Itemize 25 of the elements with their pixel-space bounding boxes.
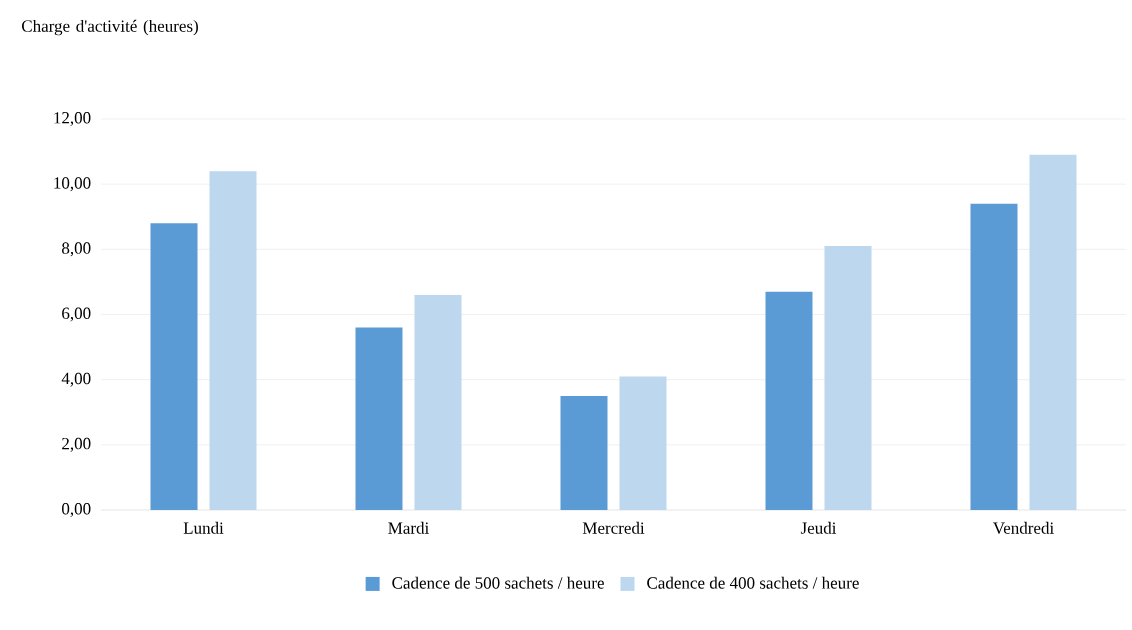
- x-tick-label: Jeudi: [800, 521, 837, 534]
- bar: [619, 376, 667, 511]
- bar: [824, 246, 872, 511]
- bar: [414, 294, 462, 511]
- bar: [1029, 154, 1077, 511]
- y-tick-label: 0,00: [62, 503, 91, 517]
- bar: [150, 223, 198, 511]
- x-tick-label: Mardi: [388, 521, 429, 534]
- y-tick-label: 12,00: [54, 112, 91, 126]
- x-tick-label: Vendredi: [993, 521, 1054, 534]
- bar: [355, 327, 403, 511]
- legend-label: Cadence de 500 sachets / heure: [392, 576, 604, 589]
- y-tick-label: 8,00: [62, 242, 91, 257]
- x-tick-label: Lundi: [183, 521, 224, 534]
- bar: [765, 291, 813, 511]
- y-tick-label: 2,00: [62, 437, 91, 452]
- x-tick-label: Mercredi: [582, 521, 645, 534]
- legend-label: Cadence de 400 sachets / heure: [647, 576, 859, 589]
- y-tick-label: 10,00: [54, 177, 91, 192]
- bar: [970, 203, 1018, 511]
- bar: [560, 395, 608, 511]
- y-tick-label: 6,00: [62, 307, 91, 322]
- y-tick-label: 4,00: [61, 372, 91, 387]
- y-axis-title: Charge d'activité (heures): [22, 19, 198, 36]
- bar: [209, 171, 257, 511]
